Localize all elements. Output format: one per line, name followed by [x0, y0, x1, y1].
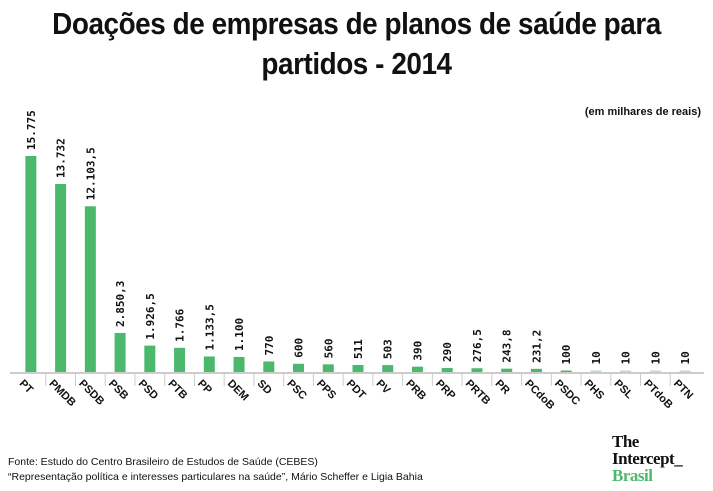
bar-PTN [679, 370, 691, 372]
tick-label-PPS: PPS [314, 378, 338, 402]
data-label-SD: 770 [263, 336, 276, 356]
data-label-PSB: 2.850,3 [114, 281, 127, 327]
bar-PRTB [471, 368, 483, 372]
bar-DEM [233, 356, 245, 372]
tick-label-DEM: DEM [225, 378, 251, 404]
tick-label-PRB: PRB [403, 378, 428, 403]
data-label-PR: 243,8 [501, 330, 514, 363]
data-label-PHS: 10 [590, 351, 603, 364]
data-label-PMDB: 13.732 [55, 138, 68, 178]
data-label-PRTB: 276,5 [471, 329, 484, 362]
bar-PSC [293, 363, 305, 372]
tick-label-PDT: PDT [344, 378, 368, 402]
data-label-PRP: 290 [441, 342, 454, 362]
tick-label-PRTB: PRTB [463, 378, 493, 408]
bar-PRP [441, 368, 453, 372]
bar-PSD [144, 345, 156, 372]
tick-label-PSB: PSB [106, 378, 131, 403]
tick-label-PSL: PSL [612, 378, 636, 402]
tick-label-PR: PR [493, 378, 512, 397]
tick-label-PSDB: PSDB [76, 378, 106, 408]
data-label-PTdoB: 10 [649, 351, 662, 364]
bar-PDT [352, 365, 364, 372]
bar-PV [382, 365, 394, 372]
tick-label-PHS: PHS [582, 378, 606, 402]
bar-PCdoB [530, 368, 542, 372]
bar-PP [203, 356, 215, 372]
data-label-PSDB: 12.103,5 [84, 147, 97, 200]
tick-label-PV: PV [374, 378, 393, 397]
data-label-PCdoB: 231,2 [530, 330, 543, 363]
the-intercept-logo: The Intercept_ Brasil [612, 432, 683, 485]
tick-label-PSD: PSD [136, 378, 161, 403]
logo-line-3: Brasil [612, 466, 653, 485]
bar-PMDB [55, 183, 67, 372]
bar-PTdoB [649, 370, 661, 372]
unit-note: (em milhares de reais) [584, 106, 701, 118]
data-label-PSD: 1.926,5 [144, 293, 157, 339]
chart-title: Doações de empresas de planos de saúde p… [52, 6, 661, 81]
logo-line-2: Intercept_ [612, 449, 683, 468]
tick-label-PSC: PSC [284, 378, 309, 403]
bar-PHS [590, 370, 602, 372]
bar-SD [263, 361, 275, 372]
data-label-PPS: 560 [322, 338, 335, 358]
bar-PSB [114, 332, 126, 372]
source-line-1: Fonte: Estudo do Centro Brasileiro de Es… [8, 456, 318, 468]
data-label-PSDC: 100 [560, 345, 573, 365]
data-label-PTB: 1.766 [174, 308, 187, 341]
data-label-PTN: 10 [679, 351, 692, 364]
tick-label-PP: PP [195, 378, 214, 397]
data-label-PSC: 600 [293, 338, 306, 358]
tick-label-SD: SD [255, 378, 274, 397]
bar-PR [501, 368, 513, 372]
tick-label-PRP: PRP [433, 378, 457, 402]
bar-PRB [411, 366, 423, 372]
data-label-DEM: 1.100 [233, 318, 246, 351]
tick-label-PT: PT [17, 378, 36, 397]
logo-line-1: The [612, 432, 639, 451]
tick-label-PMDB: PMDB [46, 378, 77, 409]
data-label-PDT: 511 [352, 339, 365, 359]
data-label-PT: 15.775 [25, 110, 38, 150]
bar-PSDC [560, 370, 572, 372]
source-line-2: “Representação política e interesses par… [8, 471, 423, 483]
tick-label-PTB: PTB [165, 378, 189, 402]
data-label-PRB: 390 [411, 341, 424, 361]
data-label-PV: 503 [382, 339, 395, 359]
bar-PSL [620, 370, 632, 372]
tick-label-PTN: PTN [671, 378, 695, 402]
bar-PPS [322, 364, 334, 372]
bar-PTB [174, 347, 186, 372]
data-label-PSL: 10 [620, 351, 633, 364]
bar-PSDB [84, 206, 96, 372]
data-label-PP: 1.133,5 [203, 304, 216, 350]
bar-PT [25, 156, 37, 372]
